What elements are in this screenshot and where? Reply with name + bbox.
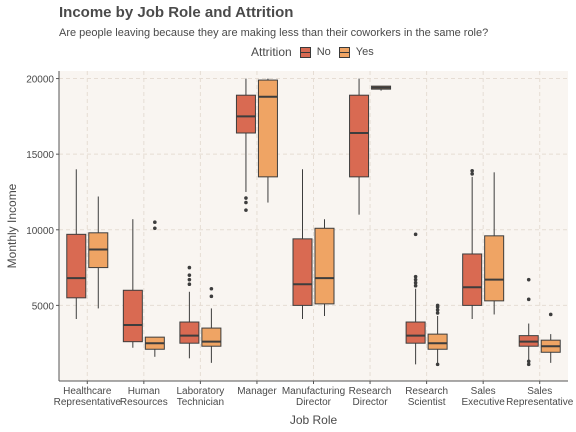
outlier-point-yes [153, 220, 157, 225]
x-tick-label: Sales Executive [461, 386, 505, 408]
outlier-point-yes [435, 311, 440, 315]
outlier-point-no [526, 359, 531, 364]
outlier-point-no [413, 232, 418, 237]
y-tick-label: 5000 [32, 301, 55, 312]
outlier-point-no [187, 265, 192, 270]
box-no [235, 94, 256, 134]
outlier-point-no [470, 169, 474, 173]
y-tick-label: 15000 [26, 150, 54, 161]
outlier-point-no [526, 362, 531, 367]
legend-item-yes: Yes [338, 46, 374, 58]
box-no [122, 289, 143, 343]
outlier-point-yes [435, 308, 440, 312]
box-yes [427, 333, 448, 350]
legend-label-yes: Yes [355, 46, 374, 58]
box-yes [484, 235, 505, 302]
outlier-point-no [470, 172, 474, 176]
outlier-point-no [244, 208, 248, 212]
x-tick-label: Manager [237, 386, 277, 397]
chart-title: Income by Job Role and Attrition [59, 4, 294, 21]
legend-key-no [299, 46, 311, 58]
outlier-point-yes [209, 294, 214, 299]
chart-subtitle: Are people leaving because they are maki… [59, 27, 489, 39]
box-no [462, 253, 483, 306]
x-tick-label: Research Director [349, 386, 392, 408]
outlier-point-yes [435, 362, 440, 367]
box-no [405, 321, 426, 344]
y-tick-label: 10000 [26, 226, 54, 237]
legend: Attrition No Yes [251, 45, 382, 59]
outlier-point-no [187, 273, 192, 277]
legend-key-yes [338, 46, 350, 58]
outlier-point-no [413, 277, 418, 282]
outlier-point-no [413, 274, 418, 279]
box-no [179, 321, 200, 344]
legend-label-no: No [316, 46, 331, 58]
outlier-point-no [526, 277, 531, 282]
x-tick-label: Healthcare Representative [54, 386, 122, 408]
outlier-point-no [244, 196, 248, 200]
outlier-point-yes [435, 303, 440, 308]
outlier-point-no [187, 277, 192, 282]
box-yes [201, 327, 222, 347]
x-tick-label: Manufacturing Director [282, 386, 345, 408]
legend-item-no: No [299, 46, 331, 58]
x-axis-title: Job Role [290, 413, 338, 427]
y-axis-title: Monthly Income [5, 183, 19, 268]
box-yes [314, 227, 335, 305]
box-no [349, 94, 370, 178]
y-tick-label: 20000 [26, 75, 54, 86]
box-yes [257, 79, 278, 178]
outlier-point-no [413, 280, 418, 285]
outlier-point-no [244, 200, 248, 205]
outlier-point-yes [153, 226, 157, 231]
x-tick-label: Human Resources [120, 386, 168, 408]
outlier-point-yes [548, 312, 553, 317]
x-tick-label: Sales Representative [506, 386, 574, 408]
outlier-point-no [187, 282, 192, 287]
x-tick-label: Research Scientist [405, 386, 448, 408]
outlier-point-no [526, 297, 531, 302]
x-tick-label: Laboratory Technician [176, 386, 224, 408]
box-no [66, 233, 87, 299]
legend-title: Attrition [251, 45, 292, 59]
box-no [292, 238, 313, 306]
outlier-point-no [413, 283, 418, 288]
outlier-point-yes [209, 286, 214, 291]
